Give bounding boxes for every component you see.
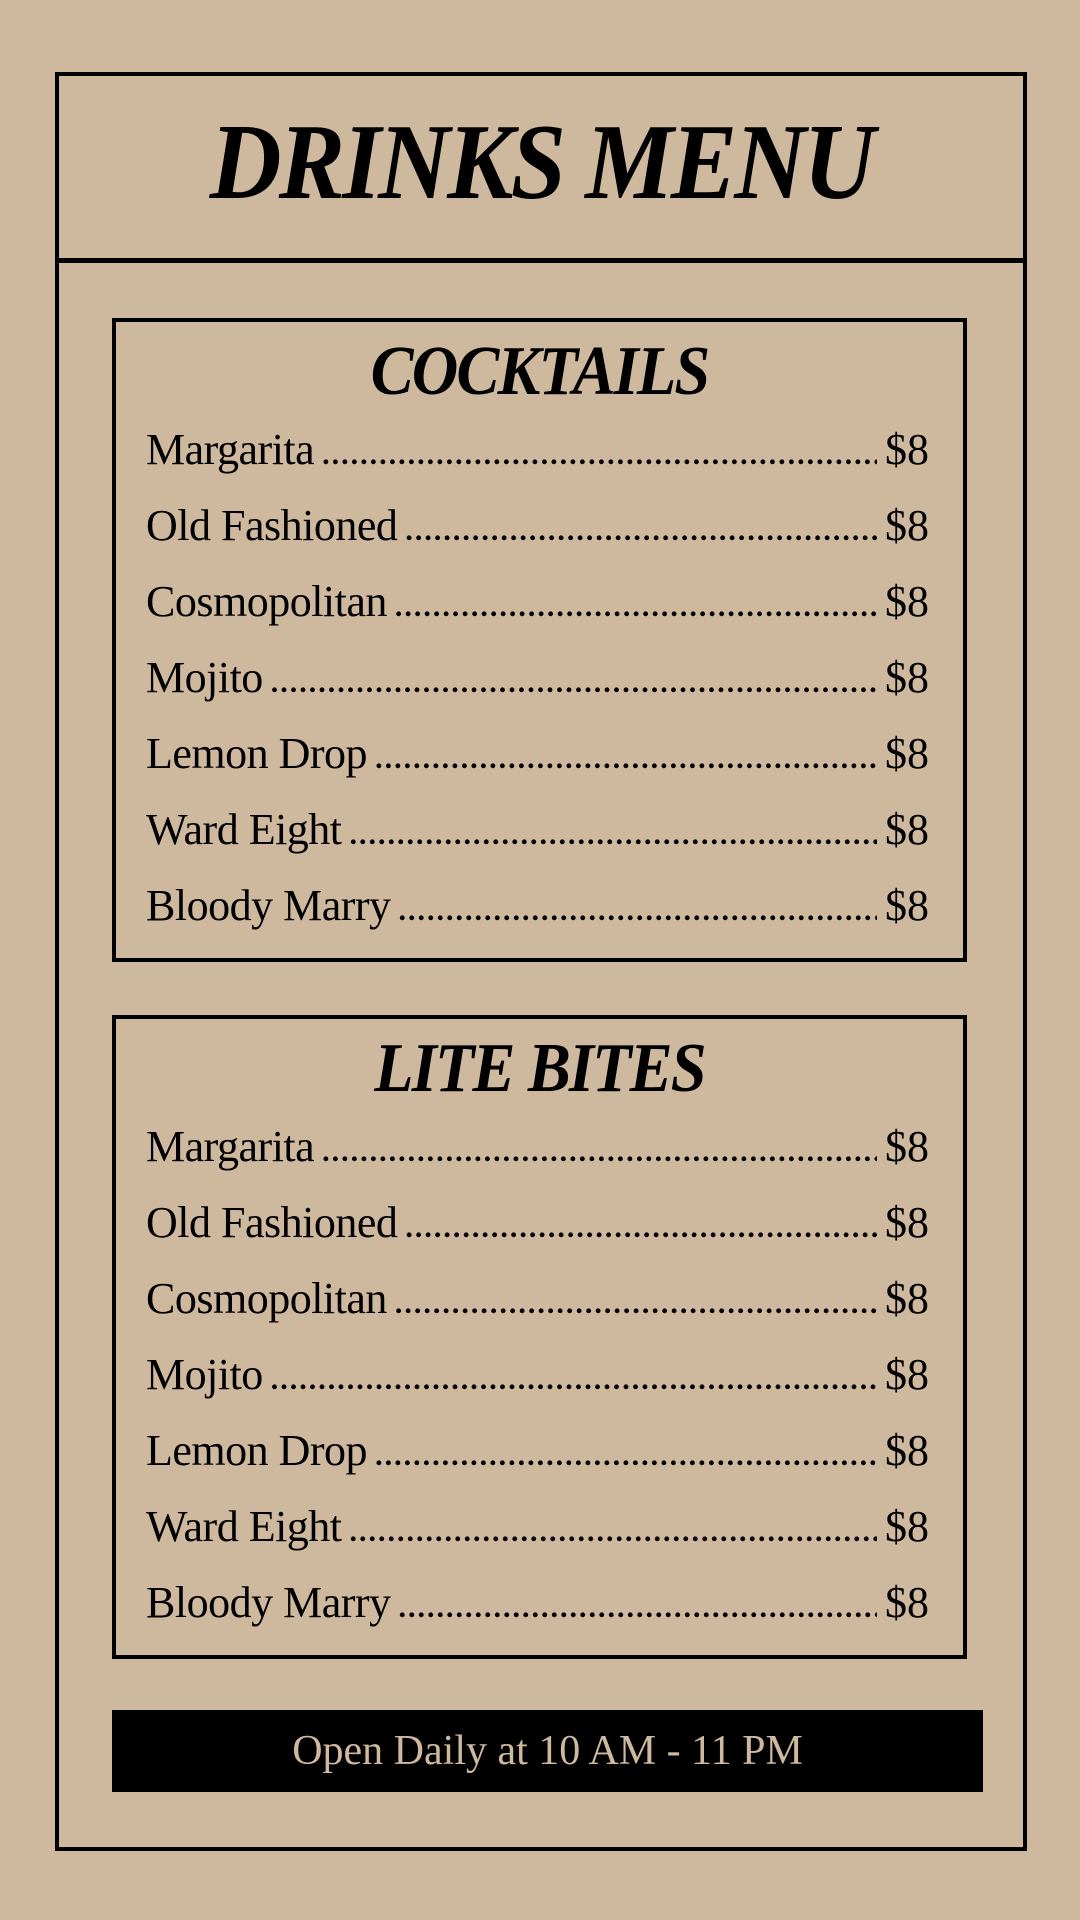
item-name: Bloody Marry [146, 881, 391, 930]
item-name: Mojito [146, 1350, 263, 1399]
dot-leader [405, 1190, 877, 1261]
item-price: $8 [885, 1122, 929, 1171]
item-price: $8 [885, 1274, 929, 1323]
hours-banner: Open Daily at 10 AM - 11 PM [112, 1710, 983, 1792]
item-name: Mojito [146, 653, 263, 702]
item-price: $8 [885, 881, 929, 930]
dot-leader [350, 797, 877, 868]
item-price: $8 [885, 1426, 929, 1475]
item-name: Old Fashioned [146, 1198, 398, 1247]
menu-item: Old Fashioned $8 [146, 1185, 929, 1261]
dot-leader [405, 493, 877, 564]
item-list: Margarita $8 Old Fashioned $8 Cosmopolitan $8… [116, 412, 963, 944]
menu-item: Margarita $8 [146, 412, 929, 488]
dot-leader [395, 569, 877, 640]
menu-item: Cosmopolitan $8 [146, 1261, 929, 1337]
item-name: Bloody Marry [146, 1578, 391, 1627]
item-price: $8 [885, 729, 929, 778]
dot-leader [322, 417, 877, 488]
dot-leader [399, 1570, 877, 1641]
item-name: Lemon Drop [146, 729, 368, 778]
menu-item: Ward Eight $8 [146, 792, 929, 868]
item-list: Margarita $8 Old Fashioned $8 Cosmopolitan $8… [116, 1109, 963, 1641]
item-name: Ward Eight [146, 805, 342, 854]
menu-item: Mojito $8 [146, 1337, 929, 1413]
dot-leader [271, 1342, 877, 1413]
item-name: Ward Eight [146, 1502, 342, 1551]
dot-leader [322, 1114, 877, 1185]
item-name: Margarita [146, 425, 315, 474]
dot-leader [350, 1494, 877, 1565]
item-name: Margarita [146, 1122, 315, 1171]
item-name: Old Fashioned [146, 501, 398, 550]
menu-item: Mojito $8 [146, 640, 929, 716]
menu-header: DRINKS MENU [59, 76, 1023, 263]
dot-leader [395, 1266, 877, 1337]
menu-item: Ward Eight $8 [146, 1489, 929, 1565]
dot-leader [375, 721, 877, 792]
menu-title: DRINKS MENU [209, 103, 875, 222]
menu-item: Cosmopolitan $8 [146, 564, 929, 640]
item-price: $8 [885, 1198, 929, 1247]
item-price: $8 [885, 425, 929, 474]
menu-item: Bloody Marry $8 [146, 868, 929, 944]
menu-item: Old Fashioned $8 [146, 488, 929, 564]
section-title: LITE BITES [374, 1030, 706, 1107]
item-price: $8 [885, 1502, 929, 1551]
item-name: Cosmopolitan [146, 577, 387, 626]
item-name: Lemon Drop [146, 1426, 368, 1475]
menu-item: Lemon Drop $8 [146, 1413, 929, 1489]
item-price: $8 [885, 1578, 929, 1627]
item-price: $8 [885, 653, 929, 702]
dot-leader [271, 645, 877, 716]
dot-leader [399, 873, 877, 944]
menu-item: Lemon Drop $8 [146, 716, 929, 792]
item-price: $8 [885, 1350, 929, 1399]
item-price: $8 [885, 577, 929, 626]
section-title: COCKTAILS [370, 333, 711, 410]
item-price: $8 [885, 805, 929, 854]
menu-item: Margarita $8 [146, 1109, 929, 1185]
item-price: $8 [885, 501, 929, 550]
menu-item: Bloody Marry $8 [146, 1565, 929, 1641]
dot-leader [375, 1418, 877, 1489]
item-name: Cosmopolitan [146, 1274, 387, 1323]
